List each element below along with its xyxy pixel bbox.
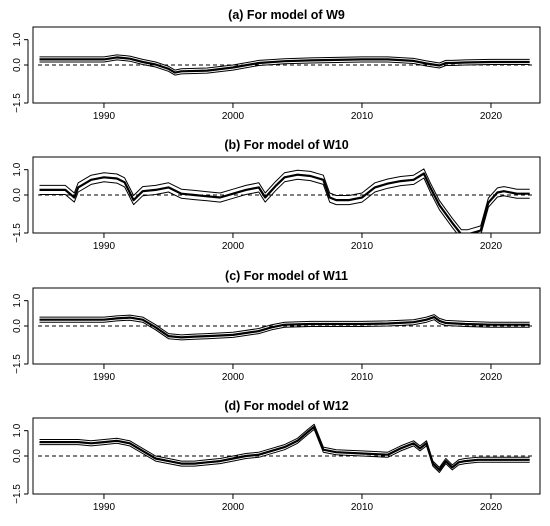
x-tick-label: 1990 [93,241,116,252]
y-tick-label: 0.0 [12,58,23,72]
x-tick-label: 2010 [351,241,374,252]
lower-band-line [39,428,530,473]
upper-band-line [39,423,530,468]
y-tick-label: 1.0 [12,423,23,437]
y-tick-label: 1.0 [12,293,23,307]
series-line [39,56,530,74]
x-tick-label: 2020 [480,372,503,383]
plot-frame [32,287,541,365]
panel-2: (b) For model of W10 1990 2000 2010 2020 −1.5… [12,138,541,252]
x-tick-label: 2020 [480,111,503,122]
y-tick-label: 0.0 [12,449,23,463]
x-tick-label: 2010 [351,111,374,122]
x-tick-label: 2010 [351,372,374,383]
x-tick-label: 2020 [480,241,503,252]
x-tick-label: 1990 [93,372,116,383]
upper-band-line [39,54,530,71]
panel-3: (c) For model of W11 1990 2000 2010 2020 −1.5… [12,269,541,383]
lower-band-line [39,59,530,76]
x-tick-label: 2000 [222,241,245,252]
series-line [39,316,530,339]
y-tick-label: 1.0 [12,162,23,176]
y-tick-label: −1.5 [12,223,23,243]
y-tick-label: 0.0 [12,319,23,333]
plot-frame [32,156,541,234]
upper-band-line [39,314,530,336]
y-tick-label: 1.0 [12,32,23,46]
panel-title: (d) For model of W12 [224,399,348,413]
x-tick-label: 2000 [222,372,245,383]
y-tick-label: 0.0 [12,188,23,202]
lower-band-line [39,177,530,233]
series-line [39,425,530,471]
y-tick-label: −1.5 [12,484,23,504]
y-tick-label: −1.5 [12,93,23,113]
panel-1: (a) For model of W9 1990 2000 2010 2020 −1.5 0… [12,8,541,122]
x-tick-label: 1990 [93,502,116,513]
y-tick-label: −1.5 [12,354,23,374]
x-tick-label: 2000 [222,111,245,122]
panel-title: (c) For model of W11 [225,269,348,283]
panel-4: (d) For model of W12 1990 2000 2010 2020 −1.5… [12,399,541,513]
panel-title: (b) For model of W10 [224,138,348,152]
panel-title: (a) For model of W9 [228,8,345,22]
plot-frame [32,26,541,104]
plot-frame [32,417,541,495]
lower-band-line [39,319,530,341]
upper-band-line [39,168,530,231]
series-line [39,172,530,233]
x-tick-label: 2000 [222,502,245,513]
x-tick-label: 2020 [480,502,503,513]
x-tick-label: 1990 [93,111,116,122]
x-tick-label: 2010 [351,502,374,513]
